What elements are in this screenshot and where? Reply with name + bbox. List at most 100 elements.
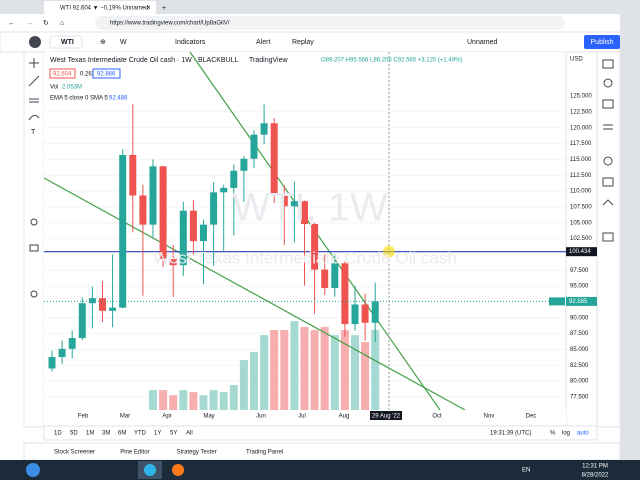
nav-home[interactable]: ⌂ <box>60 20 64 27</box>
clock: 19:31:39 (UTC) <box>490 431 531 437</box>
x-tick-label: Dec <box>526 414 537 420</box>
range-button[interactable]: 5D <box>70 431 78 437</box>
publish-button[interactable] <box>584 35 620 49</box>
panel-tab[interactable]: Trading Panel <box>246 450 283 456</box>
publish: Publish <box>591 39 614 46</box>
last-price-label: 92.585 <box>569 299 588 305</box>
range-button[interactable]: YTD <box>134 431 147 437</box>
ema-value: 92.488 <box>109 96 128 102</box>
line-handle[interactable] <box>383 245 395 258</box>
nav-reload[interactable]: ↻ <box>43 20 49 27</box>
panel-tab[interactable]: Pine Editor <box>120 450 149 456</box>
interval[interactable]: W <box>120 39 127 46</box>
y-tick-label: 80.000 <box>570 379 589 385</box>
symbol: WTI <box>61 39 74 46</box>
crosshair-date-tag <box>370 411 402 420</box>
add-symbol[interactable]: ⊕ <box>100 39 106 46</box>
layout-name[interactable]: Unnamed <box>467 39 497 46</box>
volume-bar <box>330 335 339 410</box>
firefox-icon[interactable] <box>172 464 184 476</box>
candle-body <box>311 224 319 270</box>
tab-title: WTI 92.604 ▼ −0.19% Unnamed <box>60 6 149 12</box>
range-buttons: 1D 5D 1M 3M 6M YTD 1Y 5Y All <box>54 431 193 437</box>
language[interactable]: EN <box>522 468 530 474</box>
taskbar <box>0 460 640 480</box>
volume-bar <box>149 390 157 410</box>
y-tick-label: 87.500 <box>570 331 589 337</box>
x-tick-label: 29 Aug '22 <box>372 414 401 420</box>
y-tick-label: 110.000 <box>570 189 592 195</box>
range-button[interactable]: 6M <box>118 431 126 437</box>
range-button[interactable]: 1D <box>54 431 62 437</box>
tab-close[interactable]: ✕ <box>146 6 151 12</box>
drawing-toolbar <box>23 51 45 428</box>
start-button[interactable] <box>26 463 40 477</box>
ask-box[interactable] <box>92 68 121 79</box>
sidebar-icons[interactable] <box>602 59 614 242</box>
nav-forward[interactable]: → <box>26 20 33 27</box>
chart: 77.500 80.000 82.500 85.000 87.500 90.000 95.0… <box>43 51 597 426</box>
candle-body <box>139 195 147 225</box>
auto-toggle[interactable]: auto <box>577 431 589 437</box>
candle-body <box>88 298 96 304</box>
edge-icon <box>144 464 156 476</box>
candle-body <box>280 193 288 207</box>
candle-body <box>250 134 258 159</box>
y-tick-label: 117.500 <box>570 141 592 147</box>
candle-body <box>290 201 298 207</box>
candle-body <box>270 123 278 194</box>
panel-tab[interactable]: Strategy Tester <box>177 450 217 456</box>
bid-box[interactable] <box>49 68 76 79</box>
candle-body <box>78 303 86 339</box>
volume-bar <box>371 329 380 410</box>
candle-body <box>58 348 66 358</box>
ticker-tag <box>549 297 565 306</box>
panel-tab[interactable]: Stock Screener <box>54 450 95 456</box>
log-toggle[interactable]: log <box>562 431 570 437</box>
candle-body <box>159 166 167 259</box>
alert[interactable]: Alert <box>256 39 270 46</box>
candle-body <box>169 258 177 266</box>
volume-bar <box>250 351 258 410</box>
range-button[interactable]: All <box>186 431 193 437</box>
new-tab[interactable]: + <box>162 5 166 12</box>
volume-bar <box>260 335 269 410</box>
bid: 92.604 <box>53 72 72 78</box>
volume-bar <box>169 395 178 410</box>
address-bar[interactable] <box>95 16 565 30</box>
currency: USD <box>570 57 583 63</box>
avatar[interactable] <box>29 36 41 48</box>
volume-bar <box>290 321 299 410</box>
volume-bar <box>300 326 309 410</box>
indicators[interactable]: Indicators <box>175 39 206 46</box>
candle-body <box>149 166 157 225</box>
range-button[interactable]: 1M <box>86 431 94 437</box>
replay[interactable]: Replay <box>292 39 314 46</box>
browser-tab[interactable] <box>44 1 156 14</box>
candle-body <box>109 307 117 311</box>
nav-back[interactable]: ← <box>8 20 15 27</box>
volume-bar <box>229 385 238 410</box>
vol-value: 2.053M <box>62 85 82 91</box>
x-tick-label: Jul <box>298 414 306 420</box>
x-tick-label: Apr <box>162 414 171 420</box>
text-tool[interactable]: T <box>31 129 36 136</box>
trend-line <box>43 177 466 411</box>
ask: 92.866 <box>97 72 116 78</box>
range-button[interactable]: 1Y <box>154 431 161 437</box>
range-button[interactable]: 3M <box>102 431 110 437</box>
range-button[interactable]: 5Y <box>170 431 177 437</box>
y-tick-label: 85.000 <box>570 347 589 353</box>
spread: 0.262 <box>80 72 96 78</box>
candle-body <box>129 154 137 196</box>
x-tick-label: May <box>203 414 214 420</box>
candle-body <box>220 187 228 193</box>
percent-toggle[interactable]: % <box>550 431 556 437</box>
tool-icons[interactable]: T <box>28 58 40 298</box>
symbol-search[interactable] <box>49 35 83 49</box>
volume-bar <box>310 330 319 410</box>
window-edge <box>620 0 640 460</box>
candle-body <box>68 338 76 349</box>
candle-body <box>189 210 197 242</box>
